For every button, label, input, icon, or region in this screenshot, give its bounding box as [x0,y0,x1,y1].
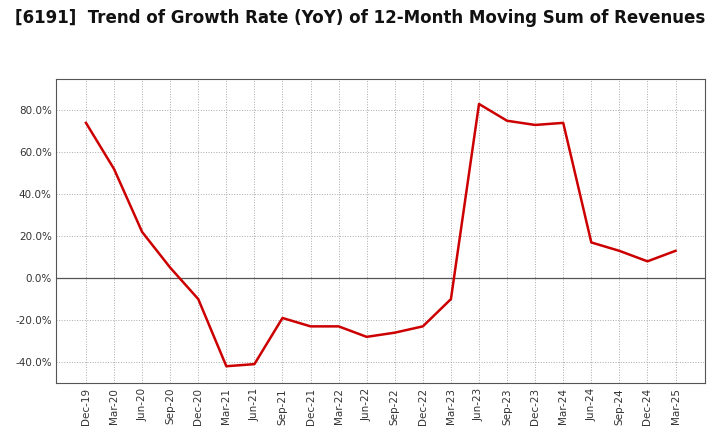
Text: [6191]  Trend of Growth Rate (YoY) of 12-Month Moving Sum of Revenues: [6191] Trend of Growth Rate (YoY) of 12-… [15,9,705,27]
